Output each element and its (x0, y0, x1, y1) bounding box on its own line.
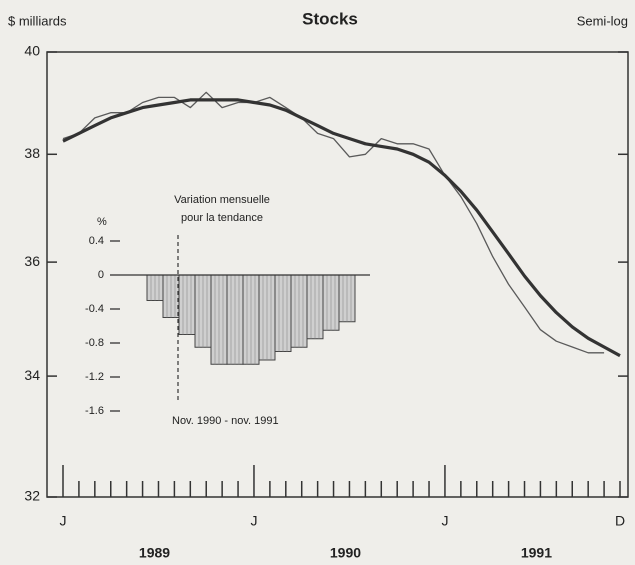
x-tick-label: J (250, 513, 257, 529)
y-tick-label: 32 (24, 488, 40, 504)
y-tick-label: 34 (24, 367, 40, 383)
chart-title: Stocks (302, 9, 358, 28)
x-group-label: 1989 (139, 545, 170, 561)
y-tick-label: 40 (24, 43, 40, 59)
x-tick-label: J (60, 513, 67, 529)
y-tick-label: 36 (24, 253, 40, 269)
inset-title: Variation mensuelle pour la tendance (174, 194, 270, 224)
x-group-label: 1991 (521, 545, 552, 561)
series-line (62, 98, 621, 358)
inset-y-label: % (97, 216, 107, 228)
inset-y-tick-label: -1.6 (85, 405, 104, 417)
y-tick-label: 38 (24, 145, 40, 161)
inset-y-tick-label: -0.8 (85, 337, 104, 349)
y-axis-label: $ milliards (8, 13, 67, 28)
x-tick-label: J (441, 513, 448, 529)
inset-y-tick-label: -1.2 (85, 371, 104, 383)
inset-note: Nov. 1990 - nov. 1991 (172, 415, 279, 427)
x-tick-label: D (615, 513, 625, 529)
inset-y-tick-label: 0 (98, 269, 104, 281)
x-group-label: 1990 (330, 545, 361, 561)
inset-y-tick-label: 0.4 (89, 235, 104, 247)
scale-note: Semi-log (577, 13, 628, 28)
inset-y-tick-label: -0.4 (85, 303, 104, 315)
plot-frame (46, 51, 629, 498)
series-line (62, 91, 605, 354)
